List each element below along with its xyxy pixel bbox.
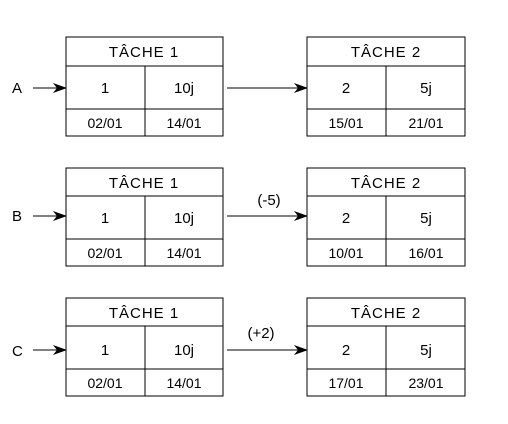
lag-label: (+2): [247, 325, 274, 342]
task-id: 1: [101, 342, 109, 359]
task-end-date: 14/01: [166, 245, 201, 261]
row-label: C: [12, 343, 23, 360]
row-c: C TÂCHE 1 1 10j 02/01 14/01 (+2) TÂCHE 2…: [12, 297, 466, 397]
task-id: 1: [101, 80, 109, 97]
task-title: TÂCHE 1: [109, 305, 179, 322]
task-start-date: 10/01: [328, 245, 363, 261]
lag-label: (-5): [257, 192, 280, 209]
task-title: TÂCHE 2: [351, 305, 421, 322]
task-duration: 5j: [420, 210, 432, 227]
task-title: TÂCHE 2: [351, 44, 421, 61]
task-duration: 5j: [420, 342, 432, 359]
task-end-date: 21/01: [408, 115, 443, 131]
task-start-date: 15/01: [328, 115, 363, 131]
task-start-date: 17/01: [328, 375, 363, 391]
task1-box: TÂCHE 1 1 10j 02/01 14/01: [65, 297, 224, 397]
task2-box: TÂCHE 2 2 5j 17/01 23/01: [306, 297, 466, 397]
row-b: B TÂCHE 1 1 10j 02/01 14/01 (-5) TÂCHE 2…: [12, 167, 466, 267]
row-label: A: [12, 80, 22, 97]
task-id: 2: [342, 342, 350, 359]
task-duration: 10j: [174, 80, 194, 97]
task2-box: TÂCHE 2 2 5j 15/01 21/01: [306, 36, 466, 137]
task1-box: TÂCHE 1 1 10j 02/01 14/01: [65, 167, 224, 267]
task-start-date: 02/01: [87, 115, 122, 131]
task-duration: 10j: [174, 210, 194, 227]
task-id: 2: [342, 210, 350, 227]
task-duration: 5j: [420, 80, 432, 97]
task-end-date: 23/01: [408, 375, 443, 391]
task2-box: TÂCHE 2 2 5j 10/01 16/01: [306, 167, 466, 267]
task-start-date: 02/01: [87, 375, 122, 391]
task-duration: 10j: [174, 342, 194, 359]
row-a: A TÂCHE 1 1 10j 02/01 14/01 TÂCHE 2 2 5j…: [12, 36, 466, 137]
task-end-date: 16/01: [408, 245, 443, 261]
task-id: 1: [101, 210, 109, 227]
task-end-date: 14/01: [166, 375, 201, 391]
task-title: TÂCHE 2: [351, 175, 421, 192]
row-label: B: [12, 208, 22, 225]
task-title: TÂCHE 1: [109, 175, 179, 192]
task-end-date: 14/01: [166, 115, 201, 131]
task-id: 2: [342, 80, 350, 97]
task-title: TÂCHE 1: [109, 44, 179, 61]
task1-box: TÂCHE 1 1 10j 02/01 14/01: [65, 36, 224, 137]
task-start-date: 02/01: [87, 245, 122, 261]
